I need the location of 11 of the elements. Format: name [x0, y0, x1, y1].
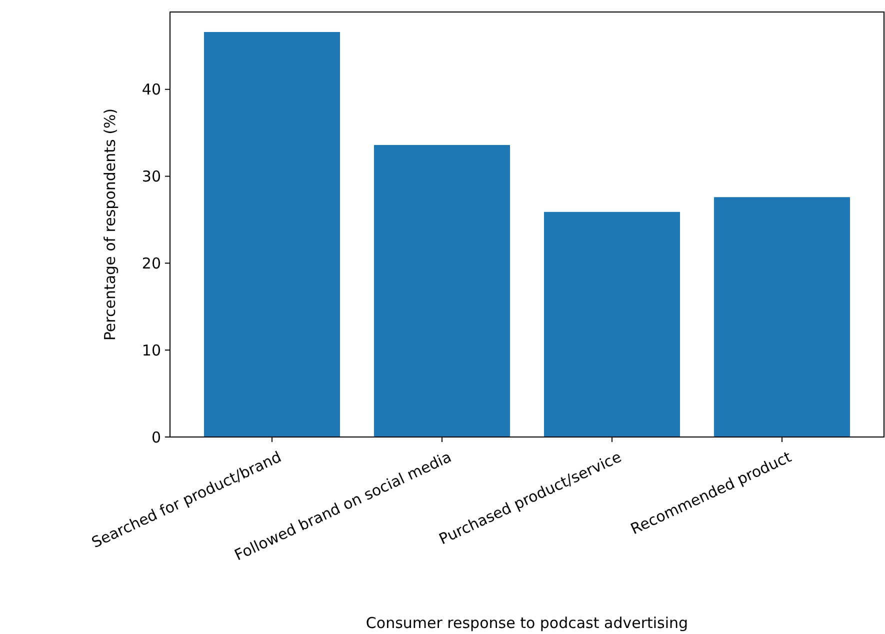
y-tick-label: 30: [142, 168, 161, 186]
y-tick-label: 10: [142, 341, 161, 360]
y-tick-label: 40: [142, 80, 161, 99]
bar: [204, 32, 340, 437]
y-tick-label: 0: [151, 428, 161, 446]
x-axis-title: Consumer response to podcast advertising: [366, 614, 688, 632]
y-axis-title: Percentage of respondents (%): [101, 108, 119, 341]
bar: [374, 144, 510, 437]
bar: [714, 197, 850, 437]
y-tick-label: 20: [142, 254, 161, 272]
bar: [544, 212, 680, 437]
